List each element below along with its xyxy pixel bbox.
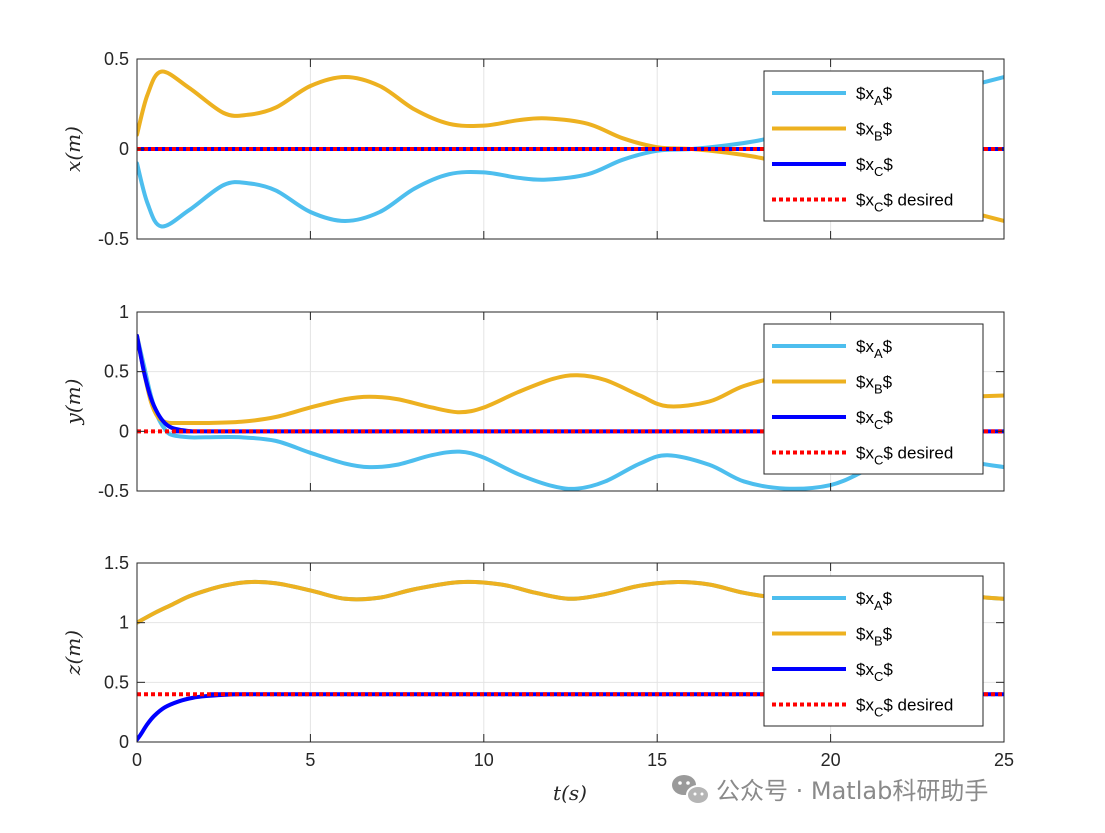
legend-box <box>763 70 984 222</box>
watermark-text: 公众号 · Matlab科研助手 <box>716 777 988 805</box>
axes-box <box>136 311 1005 492</box>
subplot-2: -0.5 0 0.5 1 y(m) $xA$ $xB$ $xC$ $xC$ desired <box>61 302 1005 501</box>
y-tick-label: 1 <box>119 302 129 322</box>
legend: $xA$ $xB$ $xC$ $xC$ desired <box>763 323 984 475</box>
y-tick-label: 0.5 <box>104 362 129 382</box>
tick-marks <box>136 58 1005 240</box>
subplot-1: -0.5 0 0.5 x(m) $xA$ $xB$ $xC$ $xC$ desired <box>61 49 1005 249</box>
series-line-1 <box>137 333 1004 491</box>
legend-label: $xC$ <box>856 408 893 432</box>
legend-label: $xC$ desired <box>856 191 953 215</box>
y-axis-label: x(m) <box>61 126 85 172</box>
y-tick-label: 0 <box>119 732 129 752</box>
legend: $xA$ $xB$ $xC$ $xC$ desired <box>763 575 984 727</box>
legend-label: $xC$ <box>856 660 893 684</box>
legend-label: $xA$ <box>856 337 893 361</box>
legend-label: $xC$ desired <box>856 696 953 720</box>
x-tick-label: 0 <box>132 750 142 770</box>
axes-box <box>136 562 1005 743</box>
subplot-3: 00.511.50 5 10 15 20 25z(m)t(s)$xA$$xB$$xC$$x… <box>61 553 1014 805</box>
legend-label: $xC$ <box>856 155 893 179</box>
y-tick-label: 0 <box>119 421 129 441</box>
y-tick-label: 1 <box>119 613 129 633</box>
tick-marks <box>136 562 1005 743</box>
legend-box <box>763 575 984 727</box>
x-tick-label: 10 <box>474 750 494 770</box>
x-tick-label: 25 <box>994 750 1014 770</box>
legend-label: $xA$ <box>856 589 893 613</box>
y-axis-label: y(m) <box>61 379 85 426</box>
y-tick-label: -0.5 <box>98 229 129 249</box>
x-tick-label: 15 <box>647 750 667 770</box>
legend-label: $xB$ <box>856 625 893 649</box>
legend: $xA$ $xB$ $xC$ $xC$ desired <box>763 70 984 222</box>
legend-label: $xB$ <box>856 373 893 397</box>
y-tick-label: 0.5 <box>104 49 129 69</box>
legend-box <box>763 323 984 475</box>
legend-label: $xB$ <box>856 120 893 144</box>
x-axis-label: t(s) <box>553 781 587 805</box>
y-tick-label: -0.5 <box>98 481 129 501</box>
x-tick-label: 5 <box>305 750 315 770</box>
legend-label: $xA$ <box>856 84 893 108</box>
legend-label: $xC$ desired <box>856 444 953 468</box>
wechat-icon <box>672 775 710 805</box>
tick-marks <box>136 311 1005 492</box>
y-tick-label: 0 <box>119 139 129 159</box>
y-tick-label: 1.5 <box>104 553 129 573</box>
y-tick-label: 0.5 <box>104 672 129 692</box>
watermark: 公众号 · Matlab科研助手 <box>672 775 988 805</box>
x-tick-label: 20 <box>821 750 841 770</box>
y-axis-label: z(m) <box>61 630 85 676</box>
